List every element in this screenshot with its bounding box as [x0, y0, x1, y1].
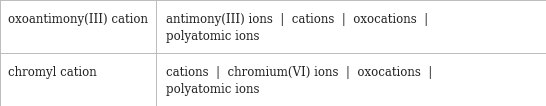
Text: antimony(III) ions  |  cations  |  oxocations  |
polyatomic ions: antimony(III) ions | cations | oxocation…: [165, 13, 428, 43]
Text: oxoantimony(III) cation: oxoantimony(III) cation: [8, 13, 148, 26]
Text: cations  |  chromium(VI) ions  |  oxocations  |
polyatomic ions: cations | chromium(VI) ions | oxocations…: [165, 66, 432, 96]
Text: chromyl cation: chromyl cation: [8, 66, 97, 79]
